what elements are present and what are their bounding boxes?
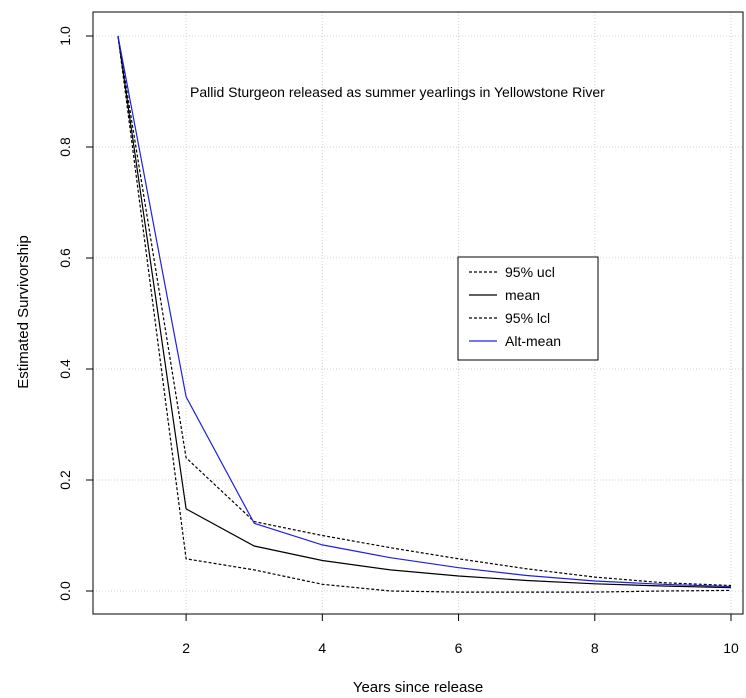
x-tick-label: 4 (318, 640, 326, 656)
y-tick-label: 0.0 (57, 581, 73, 601)
series-line-mean (117, 35, 732, 589)
grid-lines (93, 12, 743, 614)
legend: 95% ucl mean 95% lcl Alt-mean (457, 256, 599, 361)
x-tick-label: 6 (455, 640, 463, 656)
x-tick-label: 2 (182, 640, 190, 656)
legend-box (457, 256, 599, 361)
x-tick-label: 10 (723, 640, 739, 656)
legend-label: 95% lcl (505, 310, 550, 326)
x-axis-title: Years since release (353, 679, 483, 696)
legend-label: mean (505, 287, 540, 303)
y-tick-label: 0.8 (57, 137, 73, 157)
x-tick-label: 8 (591, 640, 599, 656)
legend-label: Alt-mean (505, 333, 561, 349)
y-tick-label: 0.4 (57, 359, 73, 379)
y-axis: 0.0 0.2 0.4 0.6 0.8 1.0 (57, 26, 93, 601)
y-axis-title: Estimated Survivorship (15, 235, 32, 388)
series-line-alt-mean (117, 35, 732, 588)
y-tick-label: 1.0 (57, 26, 73, 46)
series-line-95-lcl (117, 35, 732, 593)
plot-frame (92, 11, 744, 615)
y-tick-label: 0.2 (57, 470, 73, 490)
chart-annotation: Pallid Sturgeon released as summer yearl… (190, 84, 605, 100)
series-lines (117, 35, 732, 593)
legend-label: 95% ucl (505, 264, 555, 280)
y-tick-label: 0.6 (57, 248, 73, 268)
series-line-95-ucl (117, 35, 732, 587)
x-axis: 2 4 6 8 10 (182, 614, 739, 656)
